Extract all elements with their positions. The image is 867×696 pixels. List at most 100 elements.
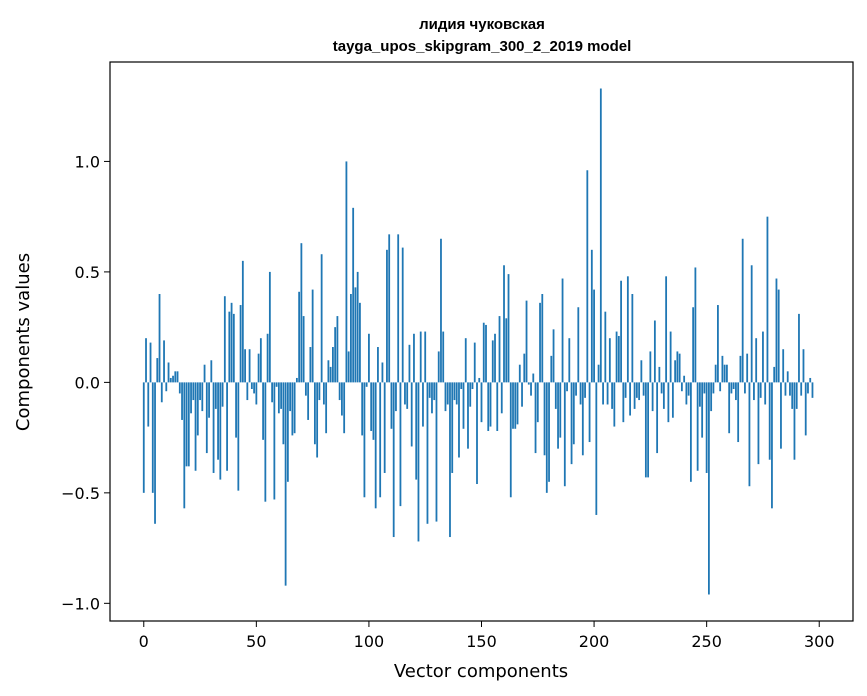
bar-142 (462, 382, 465, 429)
x-tick-label: 50 (246, 632, 266, 651)
bar-265 (739, 355, 742, 383)
bar-129 (433, 382, 436, 401)
bar-191 (572, 382, 575, 445)
bar-49 (253, 382, 255, 394)
bar-131 (437, 351, 440, 383)
bar-229 (658, 366, 661, 383)
bar-18 (183, 382, 186, 509)
bar-41 (235, 382, 237, 438)
bar-285 (784, 382, 787, 396)
bar-150 (480, 382, 483, 423)
bar-176 (539, 302, 541, 383)
bar-186 (561, 278, 564, 383)
bar-205 (604, 311, 607, 383)
bar-234 (669, 331, 672, 383)
bar-130 (435, 382, 438, 522)
bar-101 (370, 382, 373, 431)
bar-293 (802, 349, 805, 383)
bar-268 (746, 353, 749, 383)
bar-4 (151, 382, 154, 493)
bar-185 (559, 382, 562, 438)
bar-94 (354, 287, 357, 383)
bar-140 (458, 382, 460, 458)
bar-230 (660, 382, 663, 394)
bar-20 (187, 382, 190, 467)
bar-134 (444, 382, 447, 412)
bar-108 (386, 249, 388, 383)
bar-113 (397, 234, 400, 383)
bar-173 (532, 373, 535, 383)
bar-2 (147, 382, 150, 427)
bar-227 (653, 320, 656, 383)
bar-81 (325, 382, 328, 434)
bar-217 (631, 294, 634, 383)
bar-25 (199, 382, 201, 401)
bar-135 (446, 382, 449, 405)
bar-283 (780, 382, 782, 449)
bar-286 (786, 371, 789, 383)
bar-3 (149, 342, 152, 383)
bar-266 (741, 238, 744, 383)
bar-56 (268, 271, 271, 383)
bar-295 (807, 382, 809, 394)
bar-23 (194, 382, 197, 471)
bar-77 (316, 382, 319, 458)
bar-54 (264, 382, 267, 502)
bar-76 (313, 382, 316, 445)
bar-44 (241, 260, 244, 383)
bar-243 (689, 382, 692, 482)
x-tick-label: 0 (139, 632, 149, 651)
bar-145 (469, 382, 472, 407)
bar-175 (536, 382, 539, 423)
bar-11 (167, 362, 170, 383)
bar-143 (464, 338, 467, 383)
bars-group (142, 88, 814, 595)
bar-154 (489, 382, 492, 427)
bar-37 (226, 382, 228, 471)
bar-184 (557, 382, 559, 449)
bar-50 (255, 382, 258, 405)
bar-73 (307, 382, 310, 420)
plot-frame (109, 61, 854, 622)
bar-257 (721, 355, 724, 383)
bar-105 (379, 382, 382, 498)
bar-249 (703, 382, 706, 394)
bar-83 (329, 366, 332, 383)
bar-123 (419, 331, 422, 383)
bar-196 (584, 382, 586, 398)
bar-79 (320, 254, 323, 383)
bar-284 (782, 349, 785, 383)
chart-subtitle: tayga_upos_skipgram_300_2_2019 model (333, 38, 632, 55)
bar-60 (277, 382, 280, 414)
bar-117 (406, 382, 409, 409)
bar-146 (471, 382, 474, 390)
bar-132 (440, 238, 442, 383)
bar-264 (737, 382, 740, 443)
bar-147 (473, 342, 476, 383)
bar-223 (644, 382, 647, 478)
bar-68 (295, 377, 298, 383)
bar-280 (773, 366, 776, 383)
bar-144 (467, 382, 469, 449)
bar-155 (491, 340, 494, 383)
bar-65 (289, 382, 292, 412)
bar-244 (692, 307, 695, 383)
bar-277 (766, 216, 769, 383)
bar-85 (334, 327, 337, 383)
bar-221 (640, 360, 643, 383)
bar-45 (244, 349, 246, 383)
bar-168 (521, 382, 523, 407)
bar-202 (597, 364, 600, 383)
bar-36 (223, 296, 226, 383)
x-axis-label: Vector components (394, 661, 568, 682)
bar-163 (509, 382, 512, 498)
bar-226 (651, 382, 654, 412)
bar-171 (527, 382, 530, 385)
bar-149 (478, 377, 481, 383)
bar-208 (611, 382, 613, 409)
bar-225 (649, 351, 652, 383)
bar-42 (237, 382, 240, 491)
bar-109 (388, 234, 391, 383)
bar-70 (300, 243, 303, 383)
bar-271 (753, 382, 755, 401)
